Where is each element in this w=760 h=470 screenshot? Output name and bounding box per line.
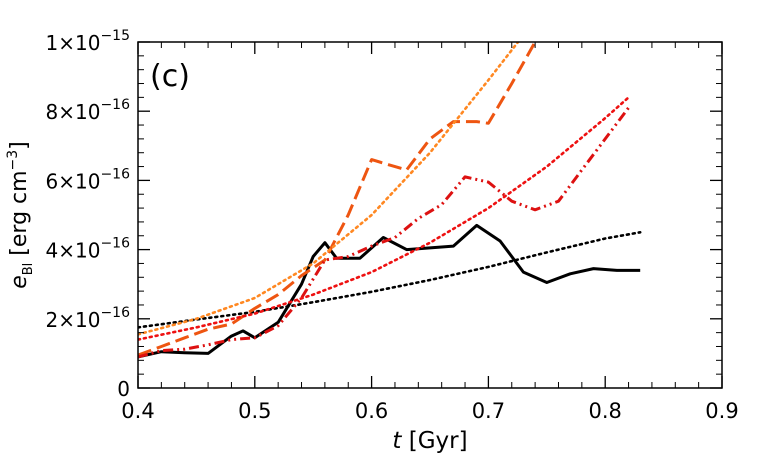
x-tick-label: 0.7 — [472, 399, 505, 423]
y-axis-unit: [erg cm — [7, 170, 32, 262]
y-axis-unit-exponent: −3 — [5, 150, 21, 171]
y-axis-variable: e — [7, 275, 32, 289]
x-tick-label: 0.9 — [705, 399, 738, 423]
y-tick-label: 0 — [117, 377, 130, 401]
x-tick-label: 0.4 — [121, 399, 154, 423]
y-tick-label: 4×10−16 — [46, 236, 131, 263]
panel-label: (c) — [150, 59, 190, 94]
y-tick-label: 1×10−15 — [46, 28, 130, 55]
x-axis-variable: t — [392, 428, 402, 454]
series-black-solid — [138, 223, 641, 359]
y-axis-unit-close: ] — [7, 141, 32, 150]
x-tick-label: 0.5 — [238, 399, 271, 423]
y-axis-label: eBl [erg cm−3] — [5, 141, 36, 289]
series-orange-dashed — [138, 42, 537, 357]
x-tick-label: 0.8 — [588, 399, 621, 423]
x-axis-unit: [Gyr] — [401, 428, 467, 454]
x-axis-label: t [Gyr] — [392, 428, 467, 454]
y-tick-label: 6×10−16 — [46, 166, 131, 193]
series-red-dotted-fit — [138, 96, 630, 341]
x-tick-label: 0.6 — [355, 399, 388, 423]
series-orange-dotted-fit — [138, 42, 520, 336]
y-tick-label: 8×10−16 — [46, 97, 131, 124]
axes-frame — [137, 41, 723, 389]
y-axis-subscript: Bl — [21, 263, 36, 276]
series-black-dotted-fit — [138, 231, 642, 329]
y-tick-label: 2×10−16 — [46, 305, 131, 332]
series-red-dash-dot — [138, 106, 630, 359]
